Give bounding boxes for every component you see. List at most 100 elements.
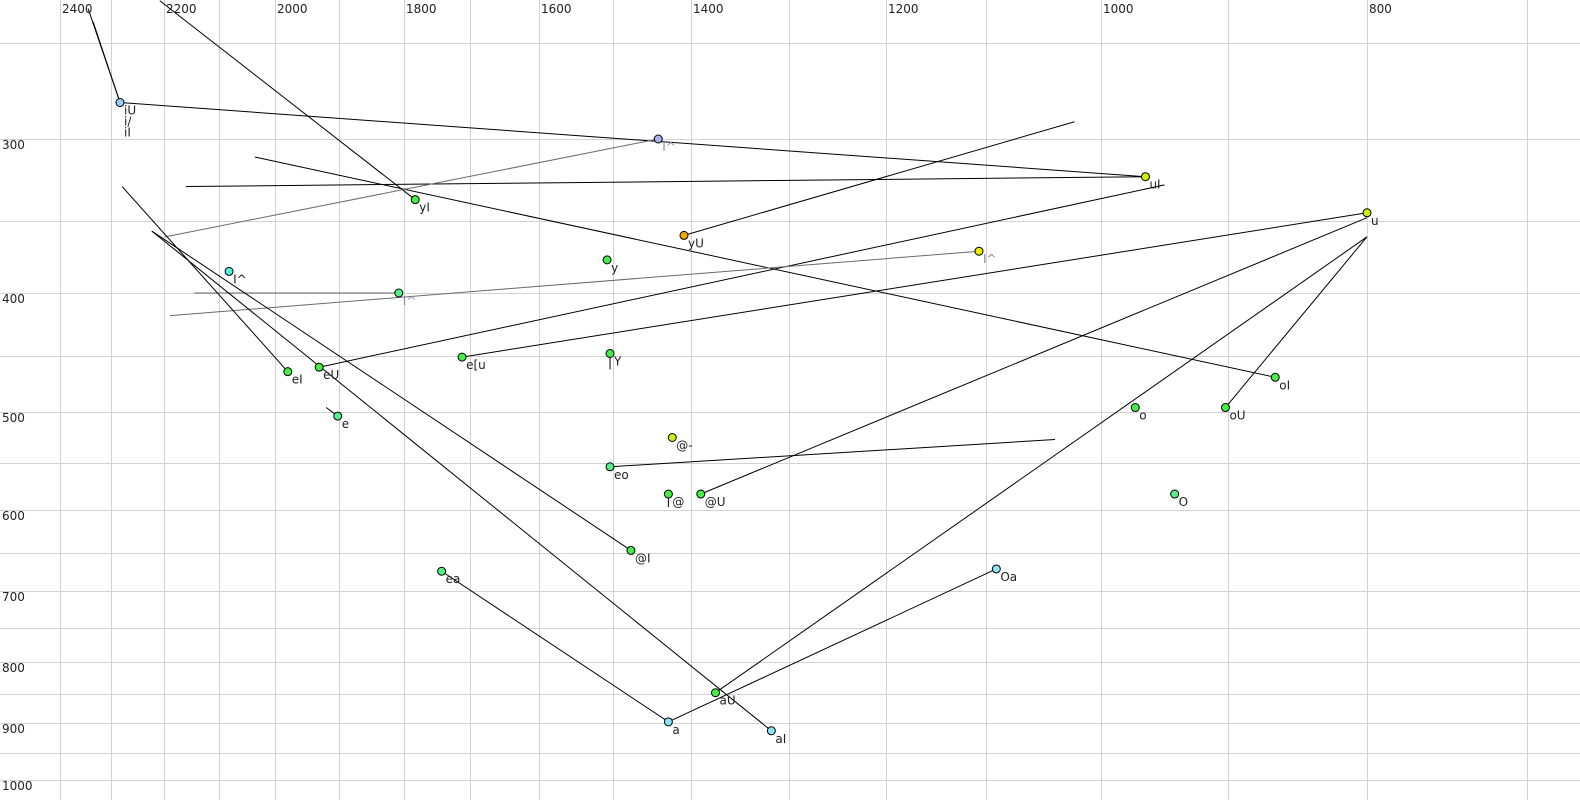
trajectories [87,0,1368,732]
vowel-point: u [1362,208,1379,228]
vowel-marker [653,134,663,144]
trajectory-line [170,250,980,317]
vowel-marker [991,564,1001,574]
y-tick-label: 400 [2,292,25,306]
vowel-label: @U [705,495,726,509]
vowel-label: @I [635,551,651,565]
vowel-point: eI [283,367,303,387]
vowel-marker [410,195,420,205]
vowel-point: @ [663,489,684,509]
y-tick-label: 700 [2,590,25,604]
vowel-point: yI [410,195,430,215]
vowel-label: y [611,261,618,275]
trajectory-line [165,138,659,238]
vowel-label: u [1371,214,1379,228]
vowel-label: eU [323,368,339,382]
vowel-marker [667,433,677,442]
vowel-marker [626,545,636,555]
vowel-label: oI [1279,378,1290,392]
vowel-point: eo [605,462,629,482]
vowel-label: eo [614,468,629,482]
x-tick-label: 2000 [277,2,308,16]
vowel-point: Oa [991,564,1017,584]
vowel-marker [457,352,467,362]
vowel-marker [394,288,404,298]
trajectory-line [254,156,1276,378]
vowel-point: e [333,411,349,431]
vowel-marker [283,367,293,377]
trajectory-line [151,230,772,732]
vowel-marker [1140,172,1150,182]
vowel-point: O [1170,489,1188,509]
y-tick-label: 1000 [2,779,33,793]
vowel-marker [711,688,720,698]
vowel-point: y [602,255,618,275]
vowel-point: e[u [457,352,486,372]
y-tick-label: 800 [2,661,25,675]
vowel-marker [314,362,324,372]
vowel-point: I^ [224,266,247,286]
vowel-marker [224,266,234,276]
trajectory-line [92,21,121,103]
vowel-label: Oa [1000,570,1017,584]
vowel-label: I^ [403,294,417,308]
vowel-marker [1220,403,1230,413]
x-tick-label: 1200 [888,2,919,16]
vowel-marker [605,348,615,358]
vowel-point: I^ [394,288,417,308]
vowel-marker [766,726,776,736]
vowel-marker [696,489,706,499]
trajectory-line [462,212,1368,358]
vowel-point: aU [711,688,736,708]
vowel-marker [679,230,689,240]
vowel-label: Y [613,354,622,368]
vowel-point: oU [1220,403,1246,423]
x-tick-label: 1400 [693,2,724,16]
vowel-label: @- [676,439,692,453]
vowel-point: eU [314,362,339,382]
vowel-marker [1170,489,1180,499]
y-tick-label: 900 [2,722,25,736]
vowel-marker [974,246,984,256]
x-tick-label: 800 [1369,2,1392,16]
trajectory-line [185,176,1146,188]
y-tick-label: 300 [2,138,25,152]
vowel-marker [663,717,673,727]
vowel-label: I^ [662,140,676,154]
trajectory-line [441,570,669,723]
vowel-label: I^ [233,272,247,286]
vowel-label: oU [1229,409,1245,423]
vowel-marker [1130,403,1140,413]
vowel-point: aI [766,726,786,746]
vowel-point: oI [1270,372,1290,392]
trajectory-line [668,568,997,723]
vowel-point: I^ [974,246,997,266]
vowel-point: @- [667,433,693,453]
vowel-point: o [1130,403,1147,423]
vowel-marker [437,566,447,576]
vowel-point: I^ [653,134,676,154]
vowel-label: iI [124,126,131,140]
vowel-label: aU [720,694,736,708]
vowel-label: a [672,723,679,737]
trajectory-line [700,217,1368,495]
vowel-label: aI [775,732,786,746]
x-tick-label: 2400 [62,2,93,16]
vowel-label: i/ [124,115,132,129]
vowel-marker [333,411,343,421]
vowel-label: I^ [983,252,997,266]
vowel-label: O [1179,495,1188,509]
y-tick-label: 500 [2,411,25,425]
vowel-marker [663,489,673,499]
vowel-label: eI [292,373,303,387]
vowel-label: @ [672,495,684,509]
vowel-point: ea [437,566,460,586]
vowel-label: o [1139,409,1146,423]
vowel-label: yU [688,236,704,250]
vowel-point: @I [626,545,651,565]
vowel-point: Y [605,348,622,368]
trajectory-line [121,186,289,373]
trajectory-line [119,102,1146,178]
